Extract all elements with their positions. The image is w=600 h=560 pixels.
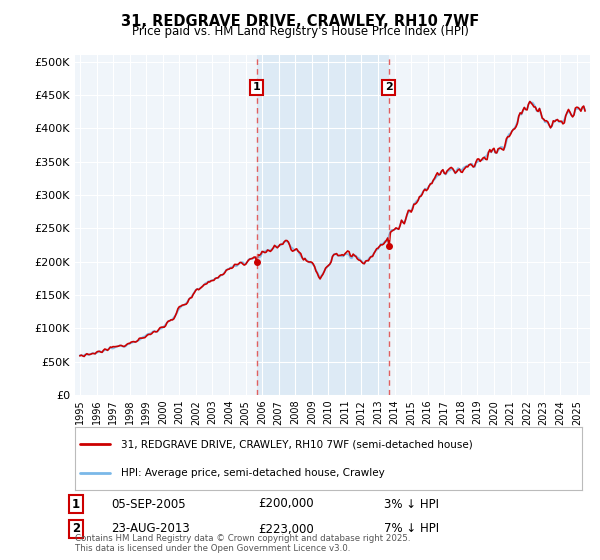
Text: 2: 2	[72, 522, 80, 535]
Text: 1: 1	[72, 497, 80, 511]
Text: Contains HM Land Registry data © Crown copyright and database right 2025.
This d: Contains HM Land Registry data © Crown c…	[75, 534, 410, 553]
Bar	[257, 55, 389, 395]
Text: 05-SEP-2005: 05-SEP-2005	[111, 497, 185, 511]
Text: £223,000: £223,000	[258, 522, 314, 535]
Text: 23-AUG-2013: 23-AUG-2013	[111, 522, 190, 535]
Text: 1: 1	[253, 82, 260, 92]
Text: £200,000: £200,000	[258, 497, 314, 511]
Text: Price paid vs. HM Land Registry's House Price Index (HPI): Price paid vs. HM Land Registry's House …	[131, 25, 469, 38]
Text: HPI: Average price, semi-detached house, Crawley: HPI: Average price, semi-detached house,…	[121, 468, 385, 478]
Text: 2: 2	[385, 82, 392, 92]
Text: 31, REDGRAVE DRIVE, CRAWLEY, RH10 7WF (semi-detached house): 31, REDGRAVE DRIVE, CRAWLEY, RH10 7WF (s…	[121, 439, 472, 449]
Text: 7% ↓ HPI: 7% ↓ HPI	[384, 522, 439, 535]
Text: 3% ↓ HPI: 3% ↓ HPI	[384, 497, 439, 511]
Text: 31, REDGRAVE DRIVE, CRAWLEY, RH10 7WF: 31, REDGRAVE DRIVE, CRAWLEY, RH10 7WF	[121, 14, 479, 29]
